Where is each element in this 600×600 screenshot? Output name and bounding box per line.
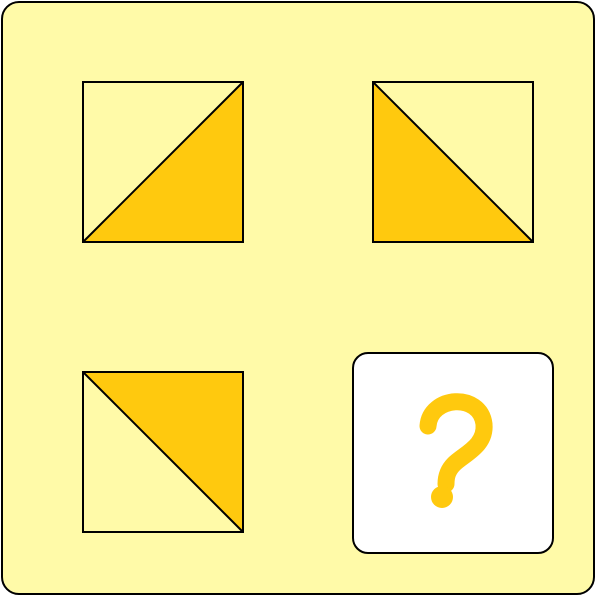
pattern-tile-2 bbox=[372, 81, 534, 243]
question-mark-icon bbox=[419, 393, 493, 508]
tile-2-graphic bbox=[372, 81, 534, 243]
tile-1-graphic bbox=[82, 81, 244, 243]
answer-slot[interactable]: ? bbox=[352, 352, 554, 554]
tile-3-graphic bbox=[82, 371, 244, 533]
pattern-tile-1 bbox=[82, 81, 244, 243]
pattern-tile-3 bbox=[82, 371, 244, 533]
